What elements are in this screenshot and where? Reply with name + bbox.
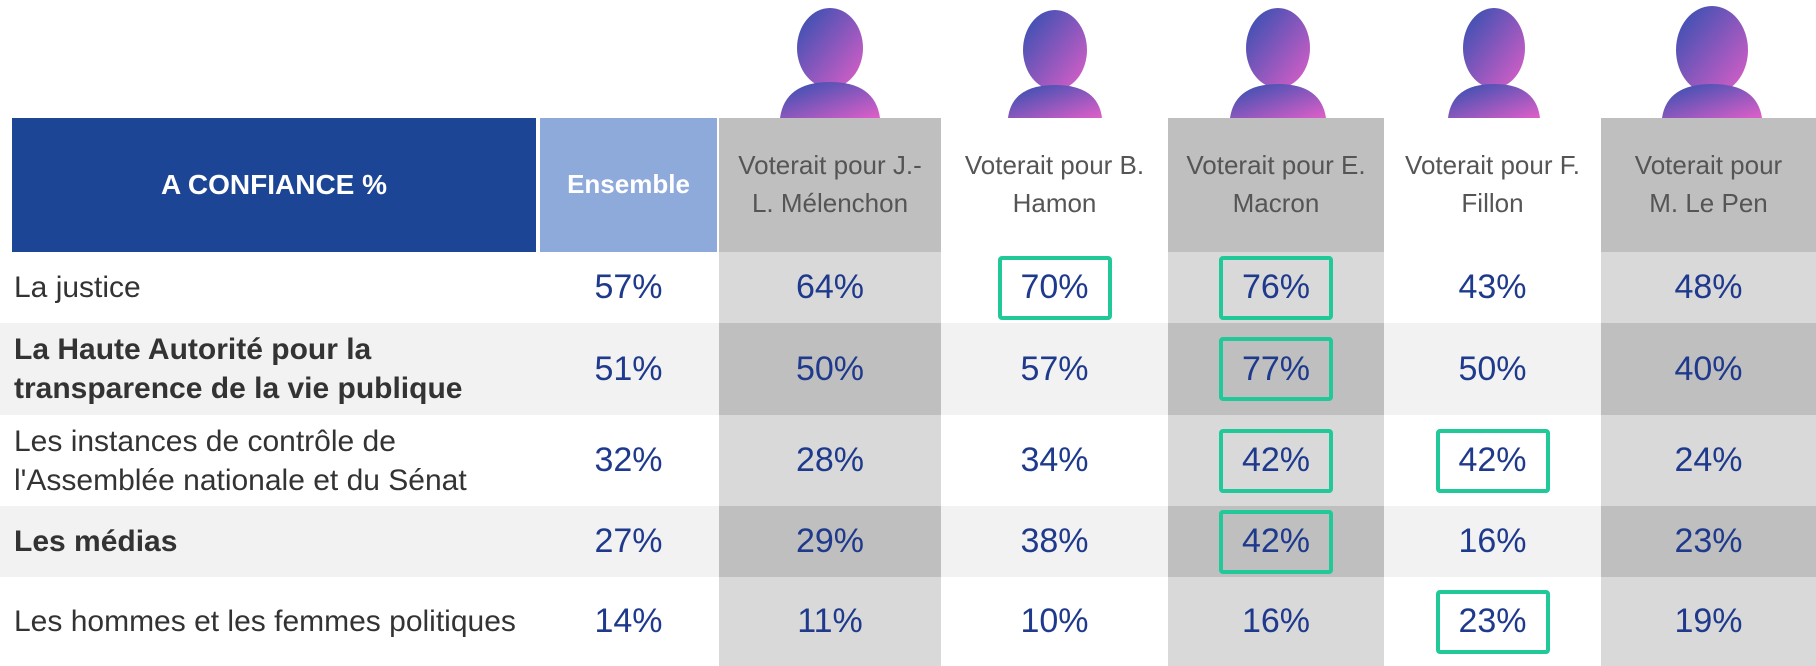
- value-cell: 48%: [1601, 252, 1816, 323]
- value-cell: 57%: [941, 323, 1168, 415]
- value-cell: 38%: [941, 506, 1168, 577]
- value-cell: 16%: [1384, 506, 1601, 577]
- column-header: Voterait pour J.-L. Mélenchon: [719, 118, 941, 252]
- value-cell: 40%: [1601, 323, 1816, 415]
- highlight-box: [998, 256, 1112, 320]
- column-header: Voterait pour E. Macron: [1168, 118, 1384, 252]
- highlight-box: [1219, 337, 1333, 401]
- value-cell: 14%: [540, 577, 717, 666]
- column-header: Voterait pour M. Le Pen: [1601, 118, 1816, 252]
- highlight-box: [1436, 590, 1550, 654]
- portrait: [1662, 6, 1762, 118]
- value-cell: 24%: [1601, 415, 1816, 506]
- value-cell: 50%: [719, 323, 941, 415]
- value-cell: 50%: [1384, 323, 1601, 415]
- highlight-box: [1436, 429, 1550, 493]
- value-cell: 28%: [719, 415, 941, 506]
- value-cell: 51%: [540, 323, 717, 415]
- highlight-box: [1219, 429, 1333, 493]
- value-cell: 10%: [941, 577, 1168, 666]
- row-label: La Haute Autorité pour la transparence d…: [12, 323, 536, 415]
- portrait: [1008, 10, 1102, 118]
- value-cell: 64%: [719, 252, 941, 323]
- page: A CONFIANCE %EnsembleVoterait pour J.-L.…: [0, 0, 1816, 666]
- highlight-box: [1219, 510, 1333, 574]
- portrait: [780, 8, 880, 118]
- value-cell: 32%: [540, 415, 717, 506]
- value-cell: 34%: [941, 415, 1168, 506]
- highlight-box: [1219, 256, 1333, 320]
- row-label: La justice: [12, 252, 536, 323]
- value-cell: 19%: [1601, 577, 1816, 666]
- title-cell: A CONFIANCE %: [12, 118, 536, 252]
- row-label: Les hommes et les femmes politiques: [12, 577, 536, 666]
- value-cell: 27%: [540, 506, 717, 577]
- column-header: Voterait pour B. Hamon: [941, 118, 1168, 252]
- row-label: Les médias: [12, 506, 536, 577]
- portraits: [0, 0, 1816, 120]
- portrait: [1448, 8, 1540, 118]
- row-label: Les instances de contrôle de l'Assemblée…: [12, 415, 536, 506]
- column-header: Voterait pour F. Fillon: [1384, 118, 1601, 252]
- portrait: [1230, 8, 1326, 118]
- value-cell: 16%: [1168, 577, 1384, 666]
- value-cell: 29%: [719, 506, 941, 577]
- value-cell: 11%: [719, 577, 941, 666]
- value-cell: 43%: [1384, 252, 1601, 323]
- column-header: Ensemble: [540, 118, 717, 252]
- value-cell: 57%: [540, 252, 717, 323]
- value-cell: 23%: [1601, 506, 1816, 577]
